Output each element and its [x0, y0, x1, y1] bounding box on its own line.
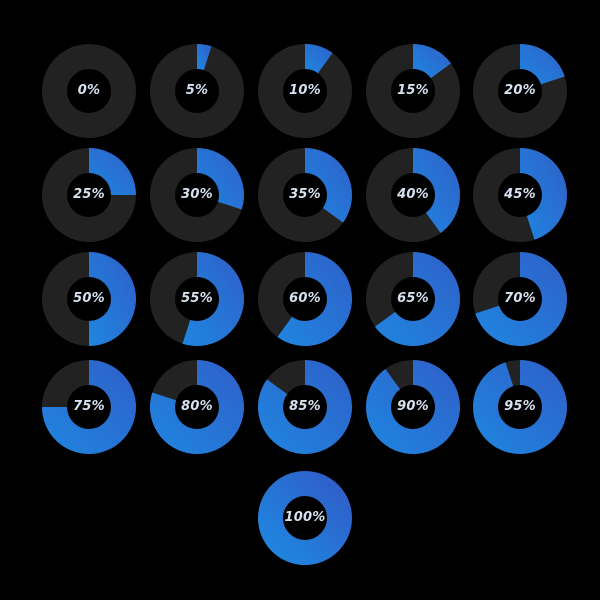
progress-ring: 50% [41, 251, 137, 347]
progress-ring: 20% [472, 43, 568, 139]
progress-ring: 55% [149, 251, 245, 347]
donut-graphic [150, 148, 244, 242]
ring-percent-label: 60% [289, 291, 321, 306]
ring-fill [305, 44, 333, 74]
donut-graphic [42, 252, 136, 346]
donut-graphic [473, 44, 567, 138]
ring-percent-label: 70% [504, 291, 536, 306]
ring-fill [197, 148, 244, 210]
donut-graphic [150, 44, 244, 138]
donut-graphic [150, 252, 245, 346]
donut-graphic [366, 252, 460, 346]
ring-fill [413, 148, 460, 234]
donut-graphic [42, 360, 136, 454]
ring-fill [42, 360, 136, 454]
progress-ring: 85% [257, 359, 353, 455]
progress-ring: 35% [257, 147, 353, 243]
ring-fill [277, 252, 353, 346]
progress-ring: 65% [365, 251, 461, 347]
ring-fill [182, 252, 245, 346]
ring-fill [374, 252, 460, 346]
ring-percent-label: 15% [397, 83, 429, 98]
progress-ring: 40% [365, 147, 461, 243]
ring-percent-label: 95% [504, 399, 536, 414]
ring-fill [413, 44, 452, 79]
progress-ring: 10% [257, 43, 353, 139]
donut-graphic [366, 360, 460, 454]
ring-track [42, 44, 136, 138]
progress-ring: 0% [41, 43, 137, 139]
ring-fill [366, 360, 460, 454]
progress-ring: 5% [149, 43, 245, 139]
progress-ring: 30% [149, 147, 245, 243]
progress-ring: 70% [472, 251, 568, 347]
ring-percent-label: 40% [397, 187, 429, 202]
progress-ring: 100% [257, 470, 353, 566]
progress-ring: 45% [472, 147, 568, 243]
ring-percent-label: 45% [504, 187, 536, 202]
ring-percent-label: 65% [397, 291, 429, 306]
donut-graphic [150, 360, 244, 454]
ring-percent-label: 5% [185, 83, 209, 98]
ring-fill [89, 148, 136, 195]
ring-percent-label: 35% [289, 187, 321, 202]
progress-ring: 75% [41, 359, 137, 455]
donut-graphic [366, 44, 460, 138]
donut-graphic [366, 148, 460, 242]
ring-fill [475, 252, 567, 346]
donut-graphic [258, 148, 352, 242]
donut-graphic [258, 471, 352, 565]
ring-percent-label: 10% [289, 83, 321, 98]
ring-percent-label: 50% [73, 291, 105, 306]
progress-ring: 15% [365, 43, 461, 139]
donut-graphic [258, 252, 353, 346]
ring-percent-label: 85% [289, 399, 321, 414]
ring-fill [305, 148, 352, 223]
ring-percent-label: 55% [181, 291, 213, 306]
ring-fill [197, 44, 212, 71]
progress-ring: 25% [41, 147, 137, 243]
ring-fill [89, 252, 136, 346]
donut-graphic [42, 44, 136, 138]
progress-ring: 95% [472, 359, 568, 455]
donut-graphic [258, 44, 352, 138]
ring-fill [520, 148, 567, 240]
ring-fill [258, 360, 352, 454]
ring-fill [520, 44, 565, 85]
donut-graphic [473, 148, 567, 242]
ring-percent-label: 100% [284, 510, 326, 525]
progress-ring: 90% [365, 359, 461, 455]
ring-percent-label: 30% [181, 187, 213, 202]
ring-fill [150, 360, 244, 454]
progress-ring: 60% [257, 251, 353, 347]
ring-fill [258, 471, 352, 565]
donut-graphic [258, 360, 352, 454]
ring-fill [473, 360, 567, 454]
progress-ring: 80% [149, 359, 245, 455]
ring-percent-label: 80% [181, 399, 213, 414]
ring-percent-label: 75% [73, 399, 105, 414]
ring-percent-label: 90% [397, 399, 429, 414]
donut-graphic [473, 252, 567, 346]
donut-graphic [42, 148, 136, 242]
ring-percent-label: 0% [77, 83, 101, 98]
ring-percent-label: 25% [73, 187, 105, 202]
ring-percent-label: 20% [504, 83, 536, 98]
donut-graphic [473, 360, 567, 454]
